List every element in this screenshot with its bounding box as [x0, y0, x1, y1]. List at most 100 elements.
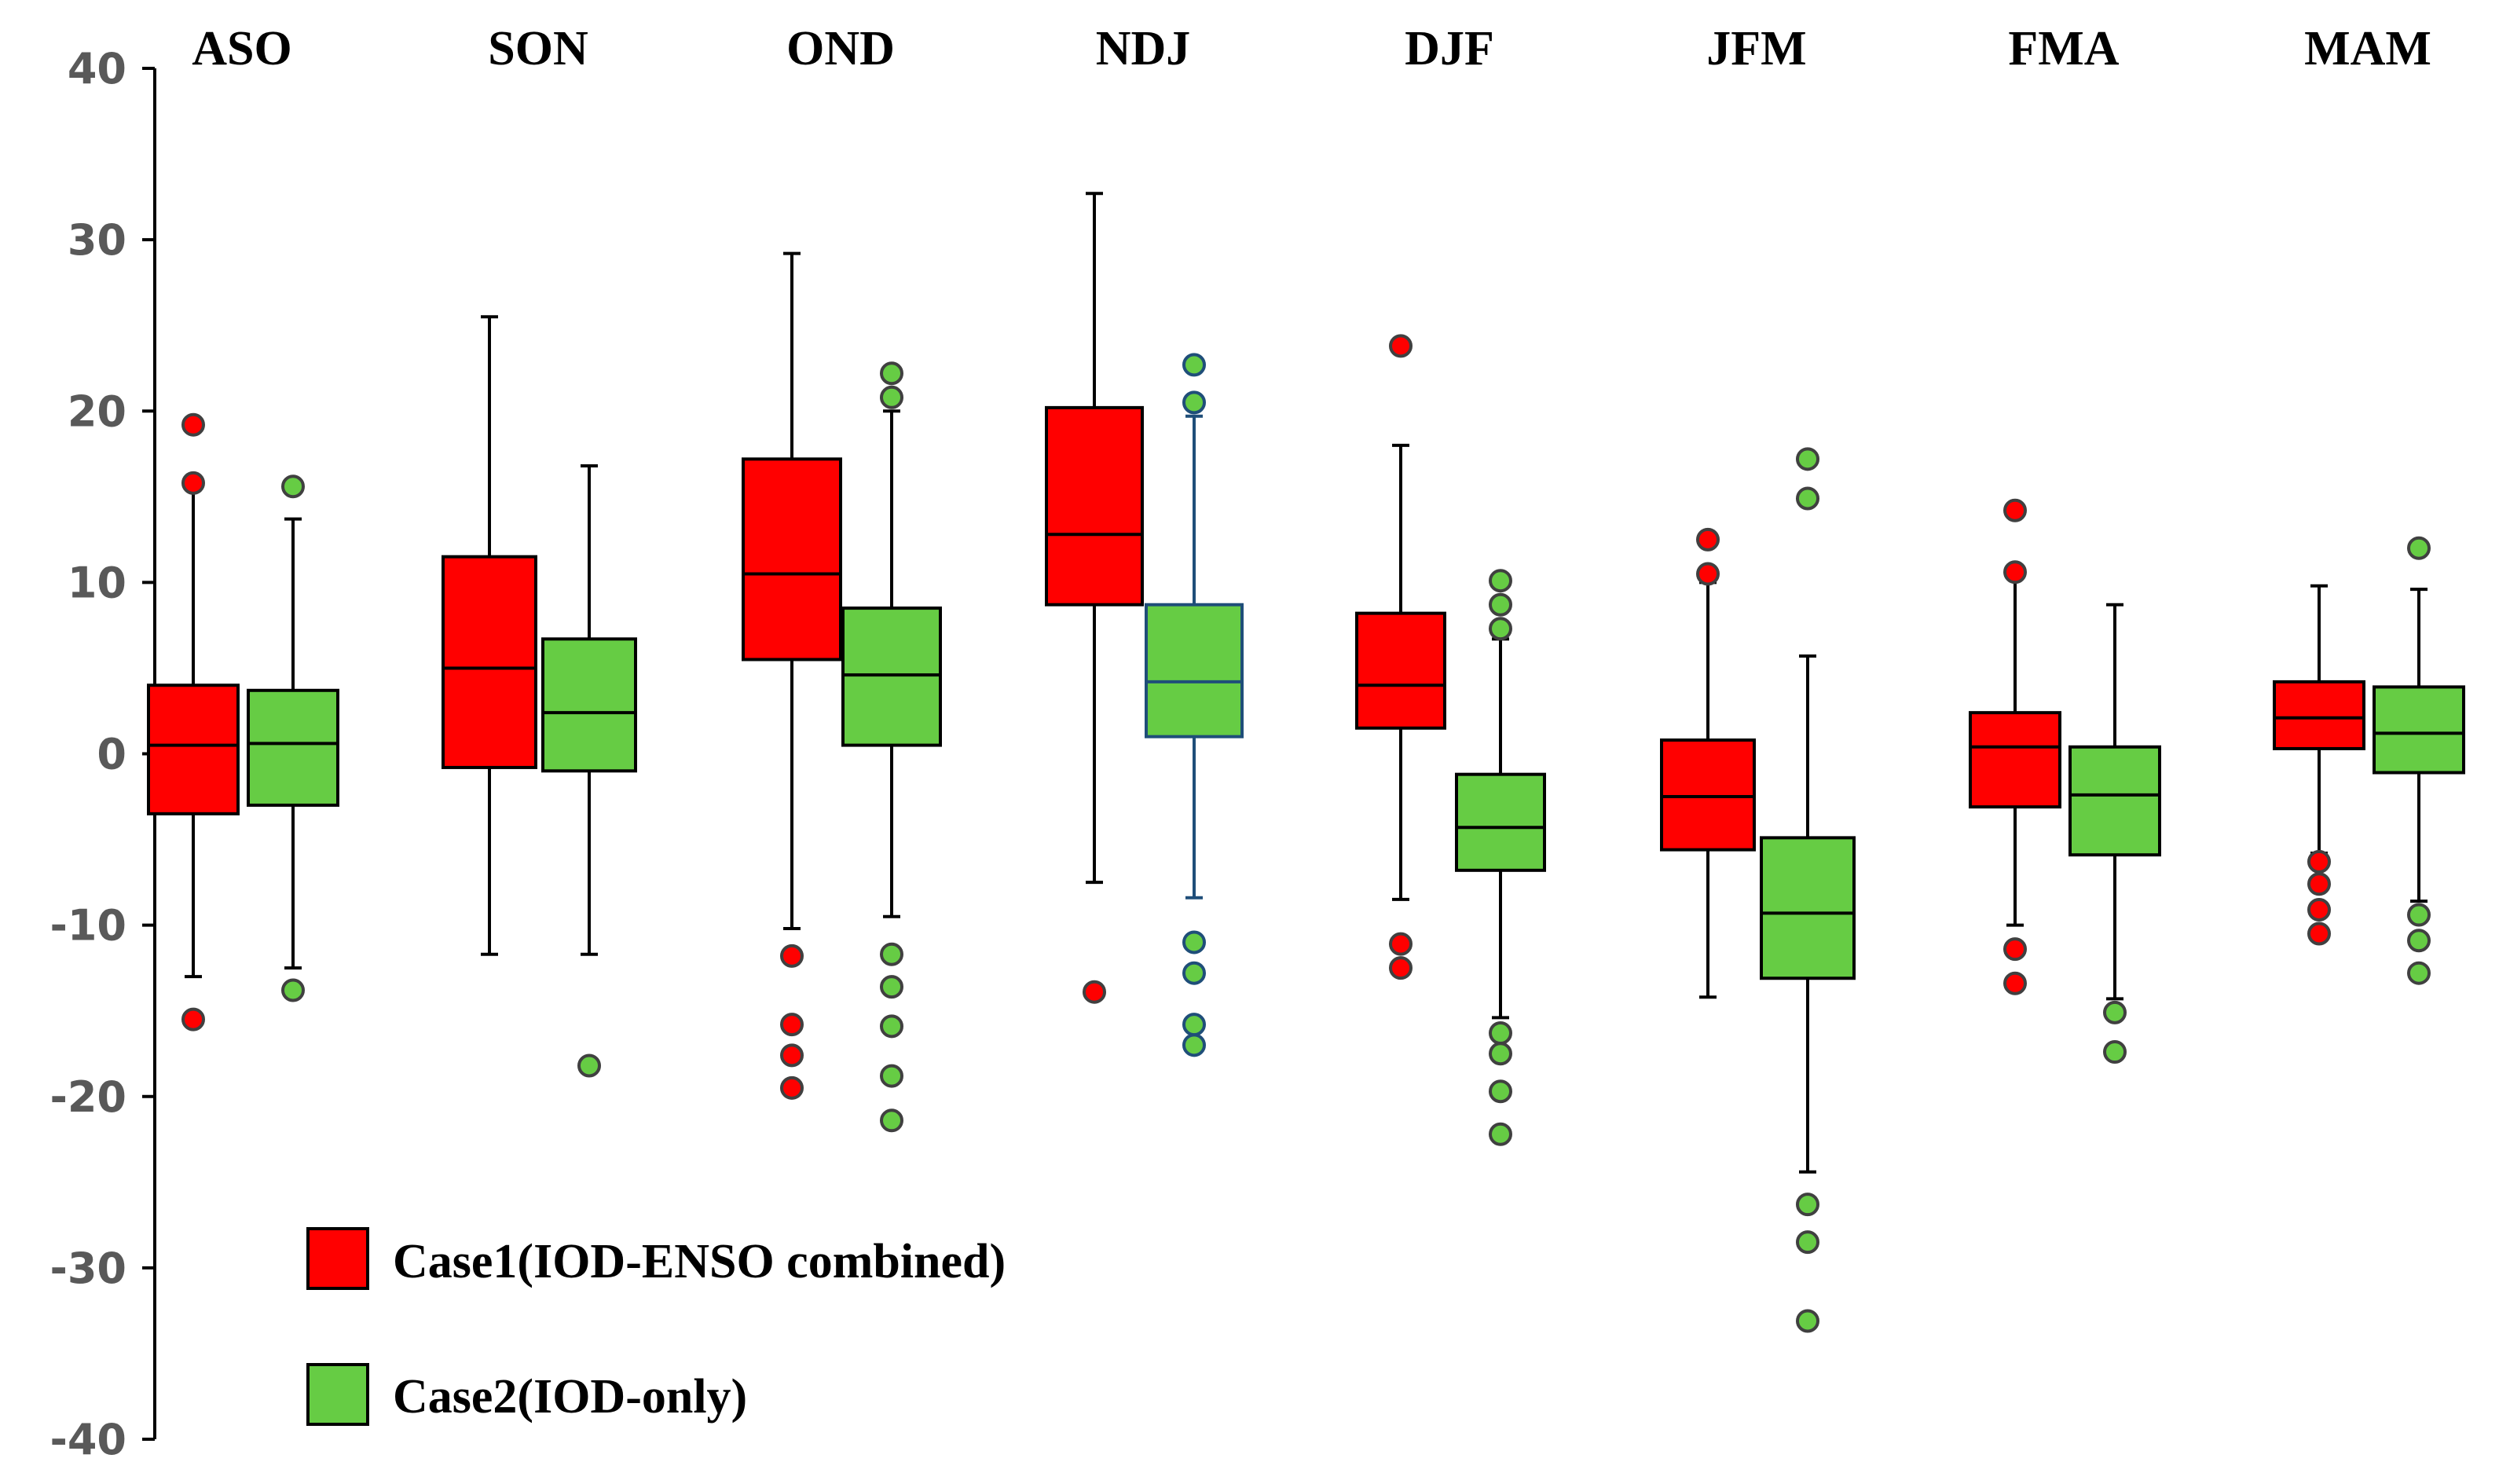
outlier-point [577, 1053, 601, 1078]
outlier-point [2103, 1000, 2127, 1024]
y-tick-label: -10 [49, 901, 126, 951]
box-iqr [1455, 772, 1546, 872]
outlier-point [780, 1013, 804, 1037]
outlier-point [2407, 929, 2431, 953]
y-tick-label: -40 [49, 1415, 126, 1464]
outlier-point [2307, 872, 2331, 896]
legend-swatch-case1 [306, 1227, 369, 1290]
outlier-point [2003, 560, 2027, 584]
box-iqr [541, 637, 637, 773]
outlier-point [1389, 956, 1413, 980]
box-case1-ndj [1045, 192, 1144, 1004]
outlier-point [181, 412, 205, 437]
box-iqr [147, 683, 240, 815]
outlier-point [1489, 1021, 1512, 1046]
outlier-point [1696, 527, 1720, 551]
outlier-point [1182, 961, 1206, 985]
outlier-point [1489, 1079, 1512, 1104]
y-tick-label: 30 [68, 215, 126, 265]
outlier-point [880, 1014, 903, 1039]
box-case1-mam [2273, 584, 2365, 946]
outlier-point [1796, 1309, 1819, 1333]
outlier-point [880, 361, 903, 386]
y-tick-label: 0 [97, 730, 126, 779]
y-axis: 40 30 20 10 0 -10 -20 -30 -40 [49, 44, 156, 1464]
outlier-point [880, 385, 903, 409]
box-iqr [1760, 836, 1856, 980]
outlier-point [1489, 569, 1512, 593]
y-tick-label: 40 [68, 44, 126, 93]
outlier-point [1489, 1042, 1512, 1066]
box-case2-djf [1455, 569, 1546, 1146]
outlier-point [880, 1064, 903, 1088]
outlier-point [281, 978, 305, 1002]
outlier-point [880, 1108, 903, 1133]
y-tick-label: 20 [68, 387, 126, 436]
outlier-point [1182, 390, 1206, 415]
box-case2-ndj [1145, 353, 1244, 1057]
outlier-point [2103, 1040, 2127, 1064]
outlier-point [1696, 562, 1720, 586]
box-case2-mam [2373, 536, 2465, 985]
box-iqr [2273, 680, 2365, 750]
box-iqr [2068, 745, 2161, 857]
outlier-point [2407, 903, 2431, 927]
outlier-point [2307, 849, 2331, 874]
box-case2-fma [2068, 603, 2161, 1064]
box-iqr [2373, 685, 2465, 775]
outlier-point [1182, 1033, 1206, 1057]
outlier-point [1182, 930, 1206, 955]
y-tick-label: 10 [68, 558, 126, 607]
season-label-djf: DJF [1405, 22, 1494, 75]
outlier-point [2307, 922, 2331, 946]
box-case1-son [442, 315, 537, 956]
box-iqr [1969, 711, 2061, 809]
outlier-point [880, 975, 903, 999]
outlier-point [1489, 1122, 1512, 1146]
outlier-point [1489, 592, 1512, 617]
outlier-point [880, 942, 903, 966]
outlier-point [2407, 961, 2431, 985]
box-case1-djf [1355, 334, 1446, 980]
season-label-son: SON [488, 22, 588, 75]
box-iqr [1145, 603, 1244, 738]
box-case2-jfm [1760, 447, 1856, 1333]
outlier-point [2003, 498, 2027, 522]
box-case1-ond [742, 251, 842, 1100]
outlier-point [1796, 447, 1819, 471]
outlier-point [780, 1043, 804, 1068]
y-tick-label: -30 [49, 1244, 126, 1293]
outlier-point [1796, 1230, 1819, 1255]
outlier-point [181, 471, 205, 495]
box-case1-jfm [1660, 527, 1756, 999]
legend-label-case1: Case1(IOD-ENSO combined) [393, 1235, 1006, 1288]
box-plots [147, 192, 2465, 1333]
box-case1-fma [1969, 498, 2061, 995]
outlier-point [1389, 932, 1413, 956]
box-iqr [1045, 405, 1144, 606]
outlier-point [780, 1075, 804, 1100]
season-label-mam: MAM [2304, 22, 2431, 75]
outlier-point [1796, 486, 1819, 511]
outlier-point [1083, 980, 1106, 1004]
outlier-point [2307, 897, 2331, 922]
outlier-point [2407, 536, 2431, 560]
season-label-fma: FMA [2008, 22, 2119, 75]
outlier-point [281, 475, 305, 499]
box-iqr [841, 606, 942, 747]
outlier-point [2003, 937, 2027, 962]
season-label-ond: OND [786, 22, 895, 75]
box-iqr [1355, 611, 1446, 730]
outlier-point [780, 944, 804, 968]
outlier-point [1182, 1013, 1206, 1037]
box-case2-ond [841, 361, 942, 1133]
outlier-point [181, 1007, 205, 1031]
legend-swatch-case2 [306, 1363, 369, 1426]
season-labels: ASO SON OND NDJ DJF JFM FMA MAM [192, 22, 2431, 75]
outlier-point [1182, 353, 1206, 377]
box-iqr [742, 457, 842, 661]
box-iqr [247, 688, 339, 807]
season-label-jfm: JFM [1706, 22, 1806, 75]
season-label-aso: ASO [192, 22, 291, 75]
